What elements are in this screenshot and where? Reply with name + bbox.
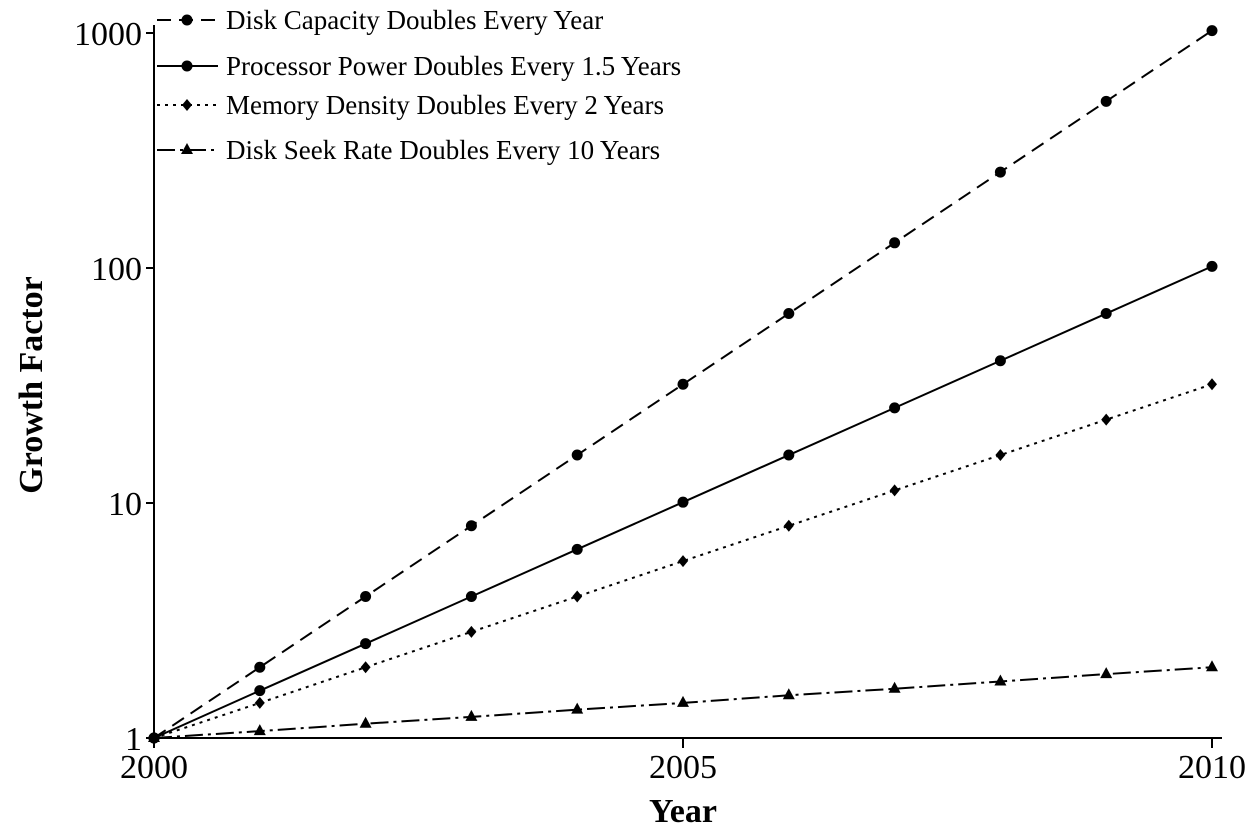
- data-point: [1206, 260, 1218, 272]
- legend-label: Disk Capacity Doubles Every Year: [226, 5, 603, 35]
- legend-marker: [181, 143, 193, 154]
- data-point: [677, 496, 689, 508]
- data-point: [1101, 413, 1112, 426]
- series-line: [153, 29, 1213, 739]
- data-point: [148, 731, 160, 742]
- legend-label: Processor Power Doubles Every 1.5 Years: [226, 51, 681, 81]
- x-tick-label: 2000: [120, 749, 188, 786]
- data-point: [254, 685, 266, 697]
- x-axis-title: Year: [649, 793, 717, 827]
- legend-item: Disk Capacity Doubles Every Year: [157, 5, 603, 35]
- data-point: [783, 308, 795, 320]
- data-point: [359, 716, 372, 728]
- legend-item: Processor Power Doubles Every 1.5 Years: [157, 51, 681, 81]
- y-tick-label: 100: [91, 251, 142, 288]
- data-point: [1206, 660, 1218, 672]
- data-point: [254, 661, 266, 673]
- data-point: [465, 591, 477, 603]
- legend-label: Memory Density Doubles Every 2 Years: [226, 90, 664, 120]
- data-point: [783, 519, 794, 532]
- data-point: [571, 449, 583, 461]
- data-point: [677, 695, 689, 707]
- data-point: [253, 724, 266, 736]
- series-1: [148, 25, 1218, 744]
- data-point: [360, 591, 372, 603]
- x-tick-label: 2005: [649, 749, 717, 786]
- data-point: [360, 638, 372, 650]
- series-line: [153, 383, 1213, 739]
- legend: Disk Capacity Doubles Every Year Processo…: [157, 5, 681, 165]
- data-point: [994, 674, 1007, 686]
- data-point: [571, 543, 583, 555]
- data-point: [254, 696, 265, 709]
- data-point: [1206, 25, 1218, 37]
- series-layer: [148, 25, 1218, 744]
- data-point: [994, 355, 1006, 367]
- data-point: [994, 166, 1006, 178]
- data-point: [572, 590, 583, 603]
- y-axis-title: Growth Factor: [13, 276, 50, 493]
- series-4: [148, 660, 1218, 742]
- data-point: [889, 402, 901, 414]
- legend-label: Disk Seek Rate Doubles Every 10 Years: [226, 135, 660, 165]
- data-point: [571, 702, 584, 714]
- data-point: [677, 378, 689, 390]
- data-point: [1207, 378, 1217, 391]
- x-tick-label: 2010: [1178, 749, 1246, 786]
- legend-item: Disk Seek Rate Doubles Every 10 Years: [157, 135, 660, 165]
- y-tick-label: 1: [125, 721, 142, 758]
- data-point: [465, 520, 477, 532]
- data-point: [360, 661, 371, 674]
- series-2: [148, 260, 1218, 744]
- y-tick-label: 1000: [74, 16, 142, 53]
- data-point: [889, 237, 901, 249]
- axes: 1 10 100 1000 2000 2005 2010: [74, 16, 1246, 786]
- y-tick-label: 10: [108, 486, 142, 523]
- data-point: [1100, 308, 1112, 320]
- data-point: [888, 681, 901, 693]
- data-point: [783, 449, 795, 461]
- data-point: [782, 688, 795, 700]
- series-3: [149, 378, 1217, 744]
- data-point: [889, 484, 900, 497]
- data-point: [1100, 95, 1112, 107]
- legend-marker: [181, 14, 193, 26]
- legend-marker: [181, 60, 193, 72]
- legend-item: Memory Density Doubles Every 2 Years: [157, 90, 664, 120]
- data-point: [465, 709, 478, 721]
- data-point: [1100, 667, 1113, 679]
- data-point: [678, 555, 688, 568]
- data-point: [995, 449, 1006, 462]
- legend-marker: [182, 99, 192, 111]
- data-point: [466, 625, 477, 638]
